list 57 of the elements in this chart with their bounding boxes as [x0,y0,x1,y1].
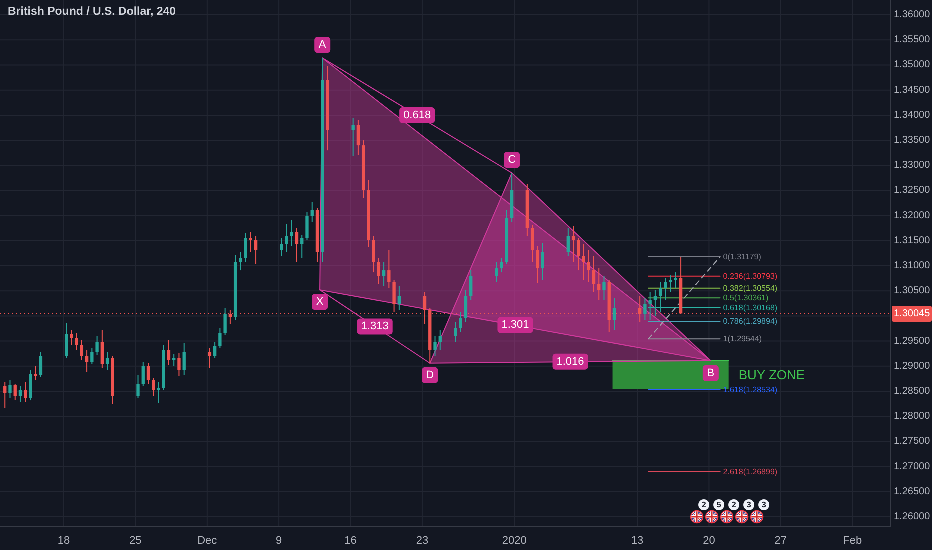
x-tick-label: Feb [843,535,862,547]
y-tick-label: 1.35000 [894,60,931,71]
y-tick-label: 1.32000 [894,210,931,222]
y-tick-label: 1.33500 [894,135,931,146]
annotation: 2 [702,500,707,510]
text: British Pound / U.S. Dollar, 240 [8,6,176,18]
annotation: 5 [716,500,722,510]
x-tick-label: 20 [703,535,716,547]
x-tick-label: 16 [344,535,357,547]
y-tick-label: 1.31500 [894,235,931,246]
series-label: BUY ZONE [738,367,806,382]
annotation: D [426,369,434,382]
y-tick-label: 1.28000 [894,411,931,422]
ref-line-label: 1.30045 [894,308,931,320]
annotation: A [318,39,327,52]
x-tick-label: 13 [631,535,644,547]
y-tick-label: 1.35500 [894,34,931,46]
y-tick-label: 1.36000 [894,10,931,21]
series-label: 0(1.31179) [723,252,762,262]
y-tick-label: 1.27000 [894,461,931,472]
annotation: 1.016 [556,356,584,368]
y-tick-label: 1.29000 [894,360,931,372]
series-label: 0.236(1.30793) [723,272,778,281]
y-tick-label: 1.32500 [894,185,931,196]
y-tick-label: 1.27500 [894,436,931,448]
annotation: 1.301 [502,319,530,332]
y-tick-label: 1.34000 [894,110,931,121]
y-tick-label: 1.30500 [894,286,931,297]
annotation: C [508,154,516,166]
annotation: 2 [732,500,737,510]
annotation: X [316,296,324,308]
annotation: 1.313 [361,320,389,333]
y-tick-label: 1.34500 [894,84,931,96]
x-tick-label: 23 [416,535,429,547]
annotation: 3 [746,500,752,510]
series-label: 2.618(1.26899) [723,467,778,476]
series-label: 0.618(1.30168) [723,303,778,312]
y-tick-label: 1.33000 [894,160,931,172]
annotation: 3 [762,500,767,510]
y-tick-label: 1.28500 [894,386,931,397]
x-tick-label: Dec [198,535,218,547]
series-label: 1.618(1.28534) [723,385,778,394]
y-tick-label: 1.31000 [894,260,931,272]
y-tick-label: 1.26500 [894,486,931,498]
series-label: 1(1.29544) [723,334,762,344]
x-tick-label: 2020 [502,535,527,547]
x-tick-label: 18 [58,535,70,547]
series-label: 0.786(1.29894) [723,317,778,326]
series-label: 0.5(1.30361) [723,294,770,303]
x-tick-label: 25 [130,535,142,547]
y-tick-label: 1.26000 [894,511,931,522]
x-tick-label: 9 [276,535,282,547]
series-label: 0.382(1.30554) [723,284,778,293]
x-tick-label: 27 [774,535,788,547]
annotation: B [707,367,715,380]
y-tick-label: 1.29500 [894,336,931,347]
annotation: 0.618 [404,109,432,122]
